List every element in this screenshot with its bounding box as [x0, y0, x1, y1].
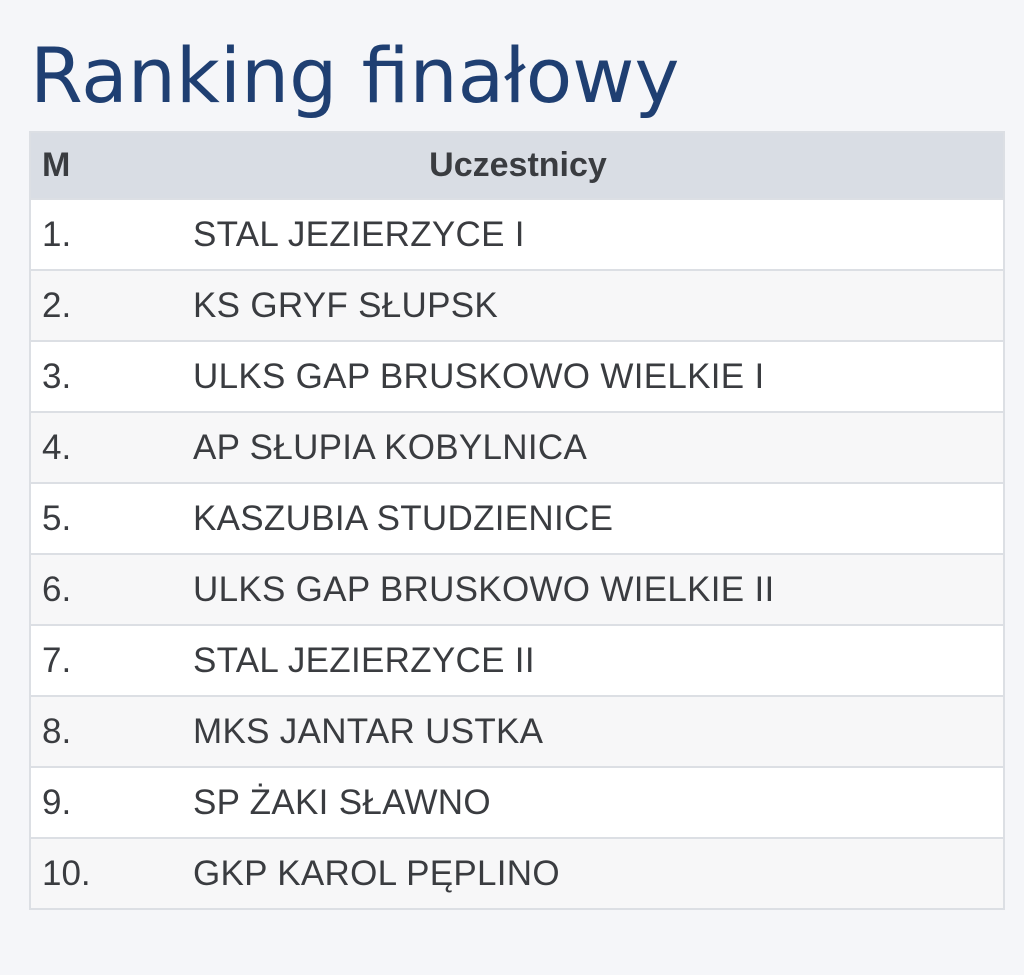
table-row: 10. GKP KAROL PĘPLINO [30, 838, 1004, 909]
row-place: 10. [42, 853, 91, 893]
row-place: 8. [42, 711, 72, 751]
table-row: 5. KASZUBIA STUDZIENICE [30, 483, 1004, 554]
column-header-participants[interactable]: Uczestnicy [429, 146, 607, 184]
row-team: MKS JANTAR USTKA [193, 711, 544, 751]
ranking-table-header: M Uczestnicy [30, 132, 1004, 199]
row-place: 3. [42, 356, 72, 396]
table-row: 6. ULKS GAP BRUSKOWO WIELKIE II [30, 554, 1004, 625]
row-team: SP ŻAKI SŁAWNO [193, 782, 491, 822]
column-header-place[interactable]: M [42, 146, 71, 184]
table-row: 9. SP ŻAKI SŁAWNO [30, 767, 1004, 838]
row-team: KASZUBIA STUDZIENICE [193, 498, 614, 538]
table-row: 3. ULKS GAP BRUSKOWO WIELKIE I [30, 341, 1004, 412]
table-row: 2. KS GRYF SŁUPSK [30, 270, 1004, 341]
row-team: AP SŁUPIA KOBYLNICA [193, 427, 588, 467]
row-place: 2. [42, 285, 72, 325]
row-place: 7. [42, 640, 72, 680]
header-row: M Uczestnicy [30, 132, 1004, 199]
row-team: STAL JEZIERZYCE II [193, 640, 535, 680]
row-place: 9. [42, 782, 72, 822]
table-row: 7. STAL JEZIERZYCE II [30, 625, 1004, 696]
ranking-table: M Uczestnicy 1. STAL JEZIERZYCE I 2. KS … [29, 131, 1005, 910]
row-place: 1. [42, 214, 72, 254]
row-place: 4. [42, 427, 72, 467]
ranking-table-body: 1. STAL JEZIERZYCE I 2. KS GRYF SŁUPSK 3… [30, 199, 1004, 909]
row-team: GKP KAROL PĘPLINO [193, 853, 560, 893]
row-team: STAL JEZIERZYCE I [193, 214, 525, 254]
table-row: 8. MKS JANTAR USTKA [30, 696, 1004, 767]
row-team: ULKS GAP BRUSKOWO WIELKIE I [193, 356, 765, 396]
row-place: 5. [42, 498, 72, 538]
table-row: 4. AP SŁUPIA KOBYLNICA [30, 412, 1004, 483]
row-place: 6. [42, 569, 72, 609]
row-team: ULKS GAP BRUSKOWO WIELKIE II [193, 569, 775, 609]
table-row: 1. STAL JEZIERZYCE I [30, 199, 1004, 270]
page-title: Ranking finałowy [30, 31, 680, 120]
row-team: KS GRYF SŁUPSK [193, 285, 499, 325]
